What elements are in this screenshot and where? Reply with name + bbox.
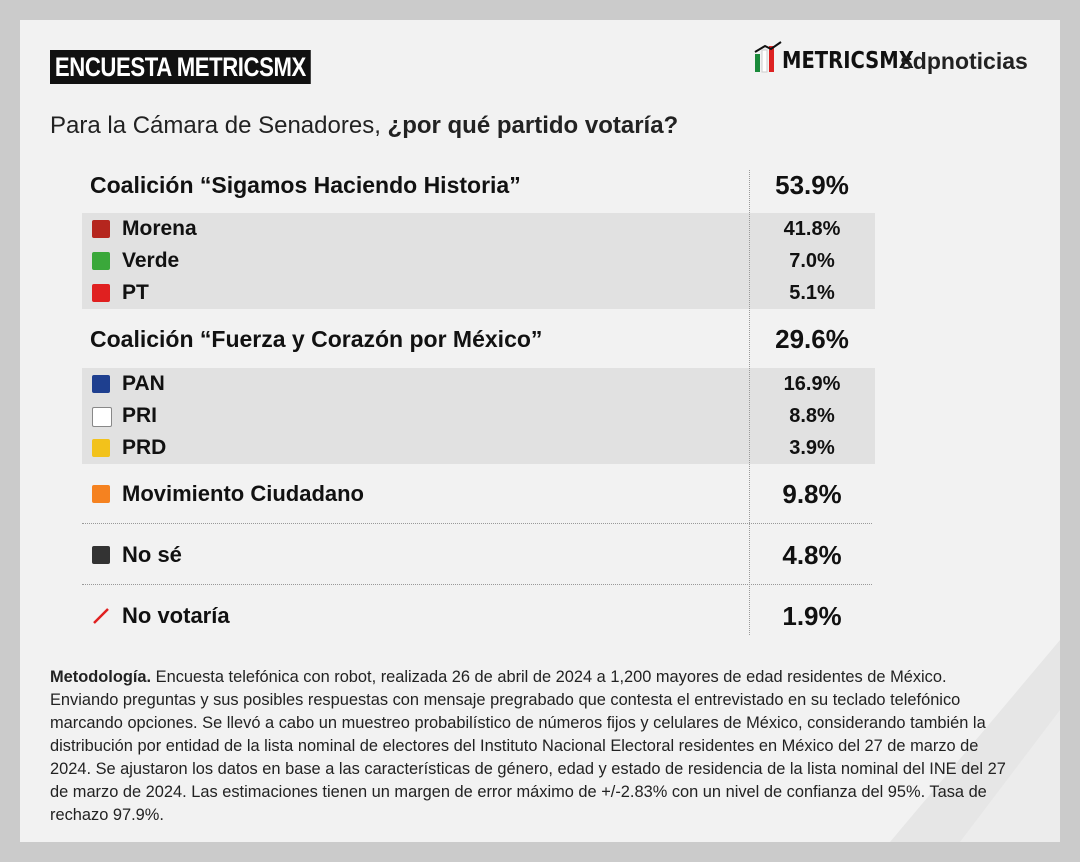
table-row: Movimiento Ciudadano 9.8% — [82, 475, 875, 513]
party-icon — [92, 284, 110, 302]
party-icon — [92, 375, 110, 393]
row-label: Movimiento Ciudadano — [122, 481, 364, 506]
decor — [890, 640, 1060, 842]
row-label: No votaría — [122, 603, 230, 628]
party-icon — [92, 607, 110, 625]
table-row: No sé 4.8% — [82, 536, 875, 574]
footer-text: Encuesta telefónica con robot, realizada… — [50, 668, 1006, 824]
row-label: PT — [122, 281, 149, 304]
party-icon — [92, 546, 110, 564]
party-icon — [92, 252, 110, 270]
logo-mark — [754, 41, 782, 73]
table-row: PRI 8.8% — [82, 400, 875, 432]
table-row: PAN 16.9% — [82, 368, 875, 400]
party-icon — [92, 220, 110, 238]
row-value: 16.9% — [783, 373, 841, 395]
row-label: PRD — [122, 436, 167, 459]
question: Para la Cámara de Senadores, ¿por qué pa… — [50, 112, 678, 140]
row-label: Verde — [122, 249, 180, 272]
row-label: Coalición “Fuerza y Corazón por México” — [90, 326, 543, 352]
party-icon — [92, 485, 110, 503]
row-value: 53.9% — [775, 170, 849, 200]
table-row: No votaría 1.9% — [82, 597, 875, 635]
party-icon — [92, 439, 110, 457]
row-label: PRI — [122, 404, 158, 427]
table-row: PRD 3.9% — [82, 432, 875, 464]
separator — [82, 523, 872, 524]
footer: Metodología. Encuesta telefónica con rob… — [50, 666, 1010, 827]
badge: ENCUESTA METRICSMX — [50, 50, 311, 84]
table-row: Verde 7.0% — [82, 245, 875, 277]
separator — [82, 584, 872, 585]
table-row: Coalición “Fuerza y Corazón por México” 2… — [82, 319, 875, 359]
row-value: 29.6% — [775, 324, 849, 354]
logo-metrics: METRICSMX — [782, 48, 914, 74]
question-emphasis: ¿por qué partido votaría? — [387, 112, 679, 139]
row-value: 9.8% — [782, 479, 842, 509]
row-value: 7.0% — [789, 250, 835, 272]
row-value: 41.8% — [783, 218, 841, 240]
row-value: 4.8% — [782, 540, 842, 570]
row-value: 8.8% — [789, 405, 835, 427]
row-value: 3.9% — [789, 437, 835, 459]
table-row: Morena 41.8% — [82, 213, 875, 245]
row-label: Morena — [122, 217, 197, 240]
panel: ENCUESTA METRICSMX METRICSMX sdpnoticias… — [20, 20, 1060, 842]
question-lead: Para la Cámara de Senadores, — [50, 112, 381, 139]
footer-heading: Metodología. — [50, 668, 152, 686]
party-icon — [92, 407, 112, 427]
row-label: No sé — [122, 542, 182, 567]
row-label: Coalición “Sigamos Haciendo Historia” — [90, 172, 521, 198]
row-value: 1.9% — [782, 601, 842, 631]
logo-sdp: sdpnoticias — [900, 48, 1028, 74]
row-label: PAN — [122, 372, 165, 395]
table-row: PT 5.1% — [82, 277, 875, 309]
row-value: 5.1% — [789, 282, 835, 304]
divider — [749, 170, 750, 635]
table-row: Coalición “Sigamos Haciendo Historia” 53.… — [82, 165, 875, 205]
